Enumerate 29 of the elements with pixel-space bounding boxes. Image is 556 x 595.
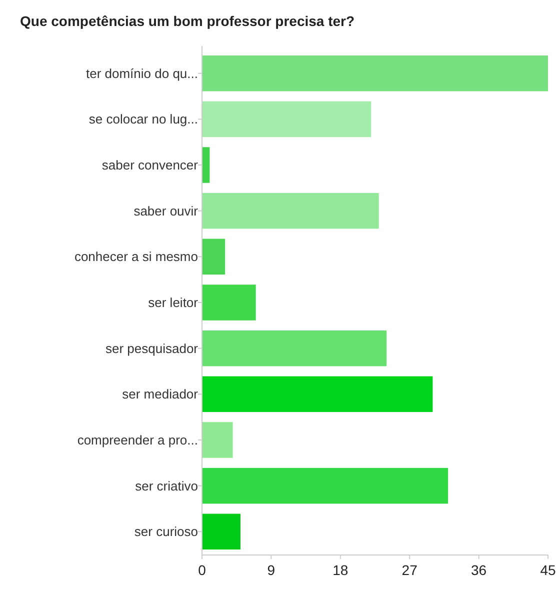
y-tick-label: saber convencer	[102, 158, 199, 173]
y-tick-label: conhecer a si mesmo	[74, 249, 198, 264]
y-tick-label: saber ouvir	[134, 203, 199, 218]
x-tick-label: 0	[198, 562, 206, 578]
y-tick-label: compreender a pro...	[77, 432, 198, 448]
x-tick-label: 36	[471, 562, 487, 578]
y-tick-label: ser leitor	[148, 295, 199, 310]
chart-title: Que competências um bom professor precisa ter?	[20, 13, 355, 29]
y-tick-label: ser mediador	[122, 386, 199, 402]
x-tick-label: 27	[402, 562, 418, 578]
bar	[202, 376, 433, 412]
bar	[202, 238, 226, 275]
y-tick-label: se colocar no lug...	[88, 112, 198, 127]
bar	[202, 56, 548, 92]
bar	[202, 101, 372, 138]
bar	[202, 514, 240, 550]
y-tick-label: ser pesquisador	[106, 340, 199, 356]
x-tick-label: 9	[267, 562, 276, 578]
bar	[202, 468, 448, 504]
bar	[202, 422, 233, 458]
bar	[202, 192, 379, 229]
x-tick-label: 45	[540, 562, 556, 578]
bar	[202, 147, 210, 183]
bar	[202, 330, 387, 366]
y-tick-label: ser curioso	[134, 524, 198, 540]
y-tick-label: ter domínio do qu...	[86, 66, 198, 81]
bar	[202, 284, 256, 320]
x-tick-label: 18	[332, 562, 348, 578]
y-tick-label: ser criativo	[135, 478, 198, 494]
